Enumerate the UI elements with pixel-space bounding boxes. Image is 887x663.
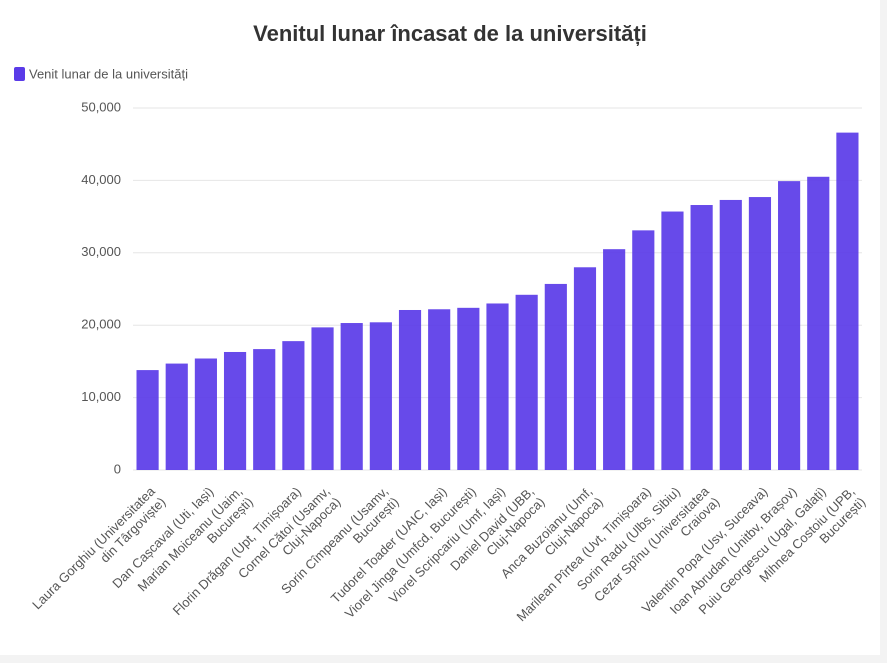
y-tick-label: 0 [114,461,121,476]
legend-swatch [14,67,25,81]
bar [807,176,830,470]
y-tick-label: 30,000 [81,244,121,259]
y-tick-label: 40,000 [81,172,121,187]
y-tick-label: 10,000 [81,389,121,404]
bar [136,370,159,470]
bar [340,323,363,470]
bar [690,205,713,471]
bar [165,363,188,470]
bar [544,283,567,470]
bar [253,349,276,470]
bar [457,307,480,470]
chart-title: Venitul lunar încasat de la universități [253,21,647,46]
bar [223,351,247,470]
bar [428,309,451,470]
bar [778,181,801,470]
y-tick-label: 20,000 [81,317,121,332]
bar [632,230,655,470]
bar [748,197,772,470]
bar [719,199,742,470]
bar [515,294,538,470]
bar [282,341,305,470]
bar [661,211,684,471]
bar [398,309,422,470]
bar [369,322,392,470]
legend-label: Venit lunar de la universități [29,66,188,81]
bar [603,249,626,470]
y-tick-label: 50,000 [81,99,121,114]
bar [836,132,859,470]
bar [194,358,217,470]
bar [311,327,334,470]
bar [486,303,509,470]
bar [573,267,597,470]
